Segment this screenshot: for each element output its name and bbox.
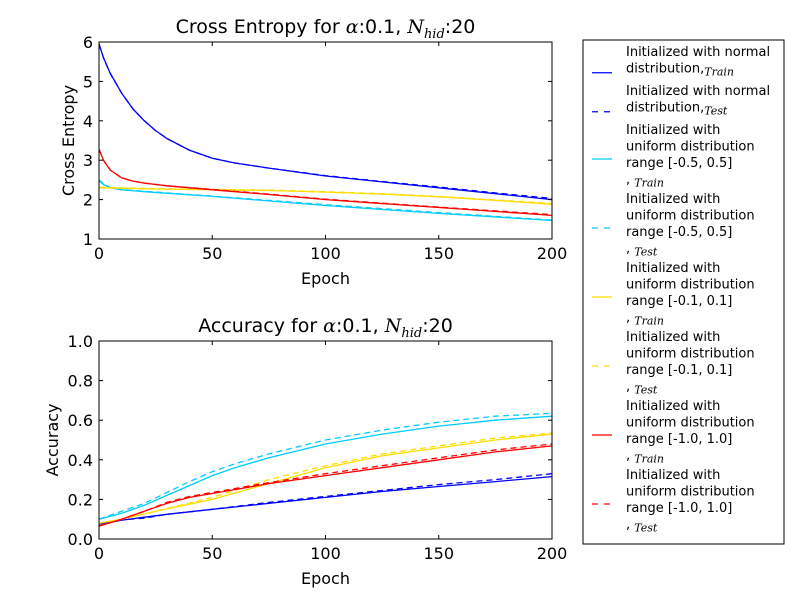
legend-entry-line: uniform distribution <box>626 347 755 362</box>
x-tick-label: 100 <box>310 244 341 263</box>
x-tick-label: 0 <box>94 244 104 263</box>
legend-subscript: Train <box>634 177 664 190</box>
series-line-u01_test <box>99 432 552 524</box>
legend-entry-line: Initialized with <box>626 261 720 276</box>
legend-subscript: Train <box>634 453 664 466</box>
series-line-u01_train <box>99 433 552 524</box>
x-tick-label: 200 <box>537 544 568 563</box>
title-n: N <box>406 16 425 38</box>
y-tick-label: 0.6 <box>68 411 93 430</box>
legend-entry-line: Initialized with <box>626 123 720 138</box>
legend-entry-line: range [-1.0, 1.0] <box>626 432 732 447</box>
legend-entry-subscript-line: , Train <box>626 173 664 190</box>
legend-entry-subscript-line: , Test <box>626 380 658 397</box>
y-tick-label: 5 <box>83 72 93 91</box>
y-tick-label: 2 <box>83 191 93 210</box>
series-line-u05_test <box>99 412 552 520</box>
x-tick-label: 0 <box>94 544 104 563</box>
title-n-value: :20 <box>445 16 476 38</box>
series-line-normal_test <box>99 43 552 200</box>
title-alpha: α <box>346 16 359 38</box>
legend-subscript: Test <box>704 105 728 118</box>
title-alpha-value: :0.1, <box>359 16 408 38</box>
series-line-u01_train <box>99 187 552 205</box>
series-line-normal_train <box>99 475 552 525</box>
series-line-u05_test <box>99 179 552 221</box>
title-n-value: :20 <box>422 315 453 337</box>
legend-entry-line: range [-1.0, 1.0] <box>626 501 732 516</box>
legend-entry-line: Initialized with normal <box>626 45 770 60</box>
legend-subscript: Test <box>634 384 658 397</box>
x-tick-label: 100 <box>310 544 341 563</box>
legend-entry-line: Initialized with <box>626 399 720 414</box>
chart-title: Accuracy for α:0.1, Nhid:20 <box>198 315 453 341</box>
legend-entry-line: Initialized with normal <box>626 84 770 99</box>
legend-entry-subscript-line: , Test <box>626 242 658 259</box>
series-line-u05_train <box>99 415 552 520</box>
legend-entry-line: uniform distribution <box>626 140 755 155</box>
x-tick-label: 50 <box>202 244 222 263</box>
accuracy-chart: 0 50 100 150 200 0.0 0.2 0.4 0.6 0.8 1.0 Epoch Accur… <box>43 315 567 588</box>
legend-frame <box>582 39 785 545</box>
x-tick-label: 150 <box>423 544 454 563</box>
y-axis-label: Cross Entropy <box>59 85 78 196</box>
cross-entropy-chart: 0 50 100 150 200 1 2 3 4 5 6 Epoch Cross Entropy Cros… <box>59 16 567 288</box>
y-tick-label: 4 <box>83 112 93 131</box>
legend-entry-line: Initialized with <box>626 192 720 207</box>
y-tick-label: 0.4 <box>68 451 93 470</box>
legend: Initialized with normal distribution,Trai… <box>582 39 785 545</box>
series-line-u10_test <box>99 148 552 216</box>
series-line-u01_test <box>99 186 552 205</box>
x-axis-label: Epoch <box>301 269 350 288</box>
series-line-u10_test <box>99 443 552 527</box>
legend-entry-line: uniform distribution <box>626 485 755 500</box>
legend-entry-subscript-line: , Train <box>626 311 664 328</box>
y-tick-label: 0.8 <box>68 372 93 391</box>
title-alpha: α <box>323 315 336 337</box>
y-tick-label: 1.0 <box>68 332 93 351</box>
legend-entry-line: uniform distribution <box>626 209 755 224</box>
legend-subscript: Test <box>634 522 658 535</box>
legend-subscript: Train <box>634 315 664 328</box>
legend-entry-line: range [-0.5, 0.5] <box>626 156 732 171</box>
series-group <box>99 412 552 527</box>
x-axis-label: Epoch <box>301 569 350 588</box>
chart-title: Cross Entropy for α:0.1, Nhid:20 <box>176 16 476 42</box>
title-alpha-value: :0.1, <box>336 315 385 337</box>
legend-subscript: Test <box>634 246 658 259</box>
y-tick-label: 0.2 <box>68 490 93 509</box>
y-tick-label: 3 <box>83 151 93 170</box>
x-tick-label: 50 <box>202 544 222 563</box>
y-axis-label: Accuracy <box>43 403 62 476</box>
title-n-subscript: hid <box>424 27 445 42</box>
legend-entry-line: range [-0.5, 0.5] <box>626 225 732 240</box>
title-prefix: Cross Entropy for <box>176 16 346 38</box>
title-n-subscript: hid <box>401 326 422 341</box>
title-n: N <box>384 315 403 337</box>
x-tick-label: 200 <box>537 244 568 263</box>
series-group <box>99 43 552 222</box>
legend-subscript: Train <box>704 66 734 79</box>
x-tick-label: 150 <box>423 244 454 263</box>
y-tick-label: 0.0 <box>68 530 93 549</box>
legend-entry-line: uniform distribution <box>626 416 755 431</box>
series-line-normal_test <box>99 473 552 525</box>
y-tick-label: 6 <box>83 33 93 52</box>
legend-entry-line: distribution,Train <box>626 62 734 79</box>
legend-entry-line: range [-0.1, 0.1] <box>626 294 732 309</box>
legend-entry-line: Initialized with <box>626 330 720 345</box>
legend-entry-line: range [-0.1, 0.1] <box>626 363 732 378</box>
y-tick-label: 1 <box>83 230 93 249</box>
legend-entry-line: distribution,Test <box>626 101 728 118</box>
series-line-u05_train <box>99 180 552 222</box>
legend-entry-line: uniform distribution <box>626 278 755 293</box>
legend-entry-subscript-line: , Train <box>626 449 664 466</box>
legend-entry-line: Initialized with <box>626 468 720 483</box>
title-prefix: Accuracy for <box>198 315 323 337</box>
legend-entry-subscript-line: , Test <box>626 518 658 535</box>
series-line-normal_train <box>99 43 552 201</box>
